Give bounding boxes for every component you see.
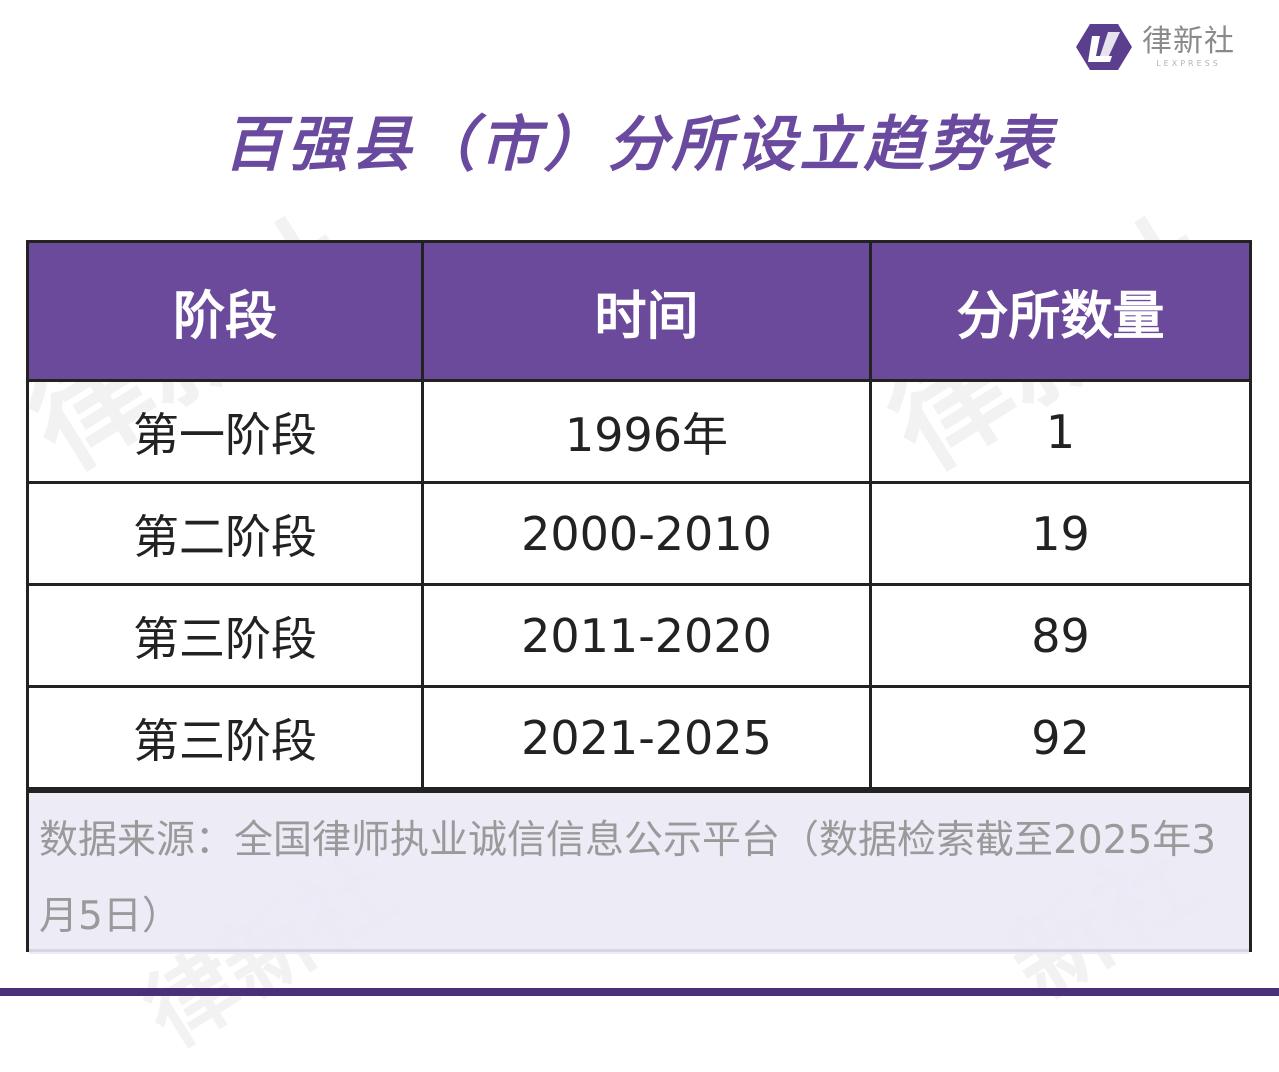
cell-branch-count: 89 (869, 583, 1249, 688)
table-row: 第三阶段 2011-2020 89 (29, 583, 1249, 688)
column-header-branch-count: 分所数量 (869, 243, 1249, 382)
brand-logo-icon (1076, 24, 1132, 70)
trend-table-container: 阶段 时间 分所数量 第一阶段 1996年 1 第二阶段 2000-2010 1… (26, 240, 1252, 954)
column-header-stage: 阶段 (29, 243, 424, 382)
column-header-time: 时间 (421, 243, 872, 382)
cell-stage: 第三阶段 (29, 583, 424, 688)
data-source-note: 数据来源：全国律师执业诚信信息公示平台（数据检索截至2025年3月5日） (29, 790, 1249, 954)
brand-name: 律新社 (1142, 24, 1235, 59)
cell-time: 2000-2010 (421, 481, 872, 586)
cell-stage: 第二阶段 (29, 481, 424, 586)
cell-time: 2011-2020 (421, 583, 872, 688)
brand-subtitle: LEXPRESS (1156, 59, 1221, 68)
table-row: 第二阶段 2000-2010 19 (29, 481, 1249, 586)
table-row: 第三阶段 2021-2025 92 (29, 685, 1249, 790)
cell-time: 2021-2025 (421, 685, 872, 790)
trend-table: 阶段 时间 分所数量 第一阶段 1996年 1 第二阶段 2000-2010 1… (29, 243, 1249, 790)
table-row: 第一阶段 1996年 1 (29, 379, 1249, 484)
brand-logo: 律新社 LEXPRESS (1076, 22, 1235, 72)
page-title: 百强县（市）分所设立趋势表 (223, 110, 1056, 180)
cell-stage: 第三阶段 (29, 685, 424, 790)
cell-time: 1996年 (421, 379, 872, 484)
cell-branch-count: 1 (869, 379, 1249, 484)
cell-branch-count: 92 (869, 685, 1249, 790)
cell-stage: 第一阶段 (29, 379, 424, 484)
table-header-row: 阶段 时间 分所数量 (29, 243, 1249, 382)
bottom-bar (0, 988, 1279, 996)
cell-branch-count: 19 (869, 481, 1249, 586)
